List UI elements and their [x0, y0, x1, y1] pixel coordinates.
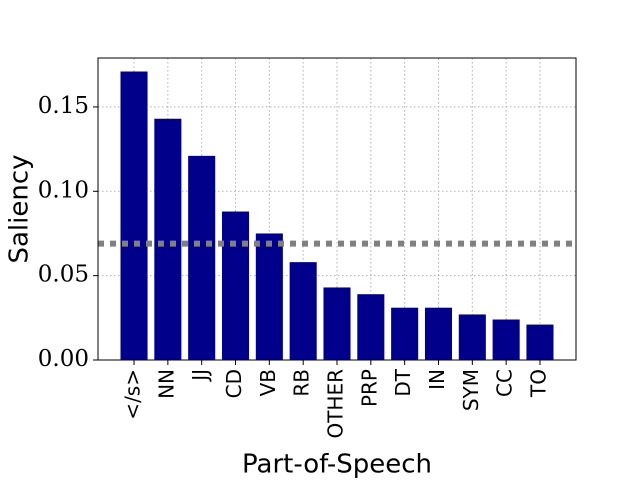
bar — [492, 319, 520, 360]
bar — [255, 233, 283, 360]
bar — [424, 307, 453, 360]
x-tick-label: VB — [256, 369, 280, 396]
y-tick-label: 0.10 — [38, 177, 89, 203]
x-axis-label: Part-of-Speech — [242, 450, 432, 480]
x-tick-label: TO — [526, 369, 550, 398]
bar — [323, 287, 351, 360]
x-tick-label: PRP — [357, 369, 381, 407]
x-tick-label: </s> — [121, 369, 145, 420]
y-axis-label: Saliency — [5, 154, 35, 263]
bar — [221, 211, 250, 360]
x-tick-label: NN — [154, 369, 178, 399]
y-tick-label: 0.05 — [38, 262, 89, 288]
x-tick-label: CD — [222, 369, 246, 398]
bar — [289, 262, 317, 360]
bar — [458, 314, 486, 360]
bar — [526, 324, 554, 360]
x-tick-label: JJ — [188, 369, 212, 383]
bar — [188, 155, 216, 360]
plot-frame — [97, 57, 577, 361]
bar — [120, 71, 148, 361]
x-tick-label: DT — [391, 368, 415, 396]
bar — [391, 307, 419, 360]
x-tick-label: OTHER — [324, 369, 348, 439]
x-tick-label: RB — [290, 369, 314, 397]
bar — [357, 294, 385, 360]
y-tick-label: 0.15 — [38, 93, 89, 119]
x-tick-label: IN — [425, 369, 449, 390]
x-tick-label: CC — [493, 369, 517, 397]
bar — [154, 118, 182, 360]
y-tick-label: 0.00 — [38, 346, 89, 372]
x-tick-label: SYM — [459, 369, 483, 411]
